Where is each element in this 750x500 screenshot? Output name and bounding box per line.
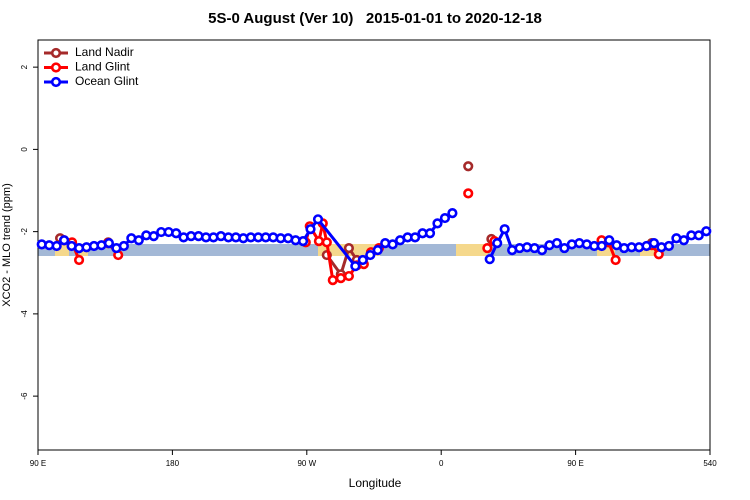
data-point bbox=[372, 245, 383, 256]
data-point bbox=[559, 242, 570, 254]
legend-label: Ocean Glint bbox=[75, 74, 139, 88]
data-point bbox=[312, 214, 324, 225]
data-point bbox=[51, 240, 62, 252]
data-point bbox=[432, 218, 443, 229]
data-point bbox=[357, 254, 368, 266]
data-point bbox=[678, 235, 689, 246]
y-tick-label: 0 bbox=[20, 147, 29, 152]
x-tick-label: 90 E bbox=[567, 459, 583, 468]
data-point bbox=[297, 235, 309, 247]
data-point bbox=[103, 238, 115, 249]
data-point bbox=[663, 240, 675, 252]
data-point bbox=[439, 212, 451, 224]
legend-marker bbox=[50, 62, 62, 73]
y-tick-label: 2 bbox=[20, 64, 29, 69]
data-point bbox=[604, 235, 615, 246]
data-point bbox=[365, 249, 376, 261]
y-tick-label: -4 bbox=[20, 310, 29, 318]
data-point bbox=[484, 254, 495, 265]
x-tick-label: 180 bbox=[166, 459, 180, 468]
data-point bbox=[59, 235, 70, 246]
data-point bbox=[610, 254, 621, 266]
y-tick-label: -6 bbox=[20, 392, 29, 400]
legend-label: Land Nadir bbox=[75, 45, 134, 59]
data-point bbox=[463, 161, 474, 172]
data-point bbox=[148, 231, 159, 242]
x-tick-label: 540 bbox=[703, 459, 717, 468]
data-point bbox=[118, 240, 129, 252]
data-point bbox=[133, 235, 144, 246]
legend-marker bbox=[50, 47, 62, 59]
data-point bbox=[648, 238, 660, 249]
data-point bbox=[313, 235, 324, 247]
data-point bbox=[343, 270, 355, 282]
data-point bbox=[305, 224, 316, 235]
data-point bbox=[73, 254, 85, 266]
data-point bbox=[499, 224, 510, 235]
data-point bbox=[321, 237, 332, 248]
legend-marker bbox=[50, 76, 62, 88]
data-point bbox=[536, 245, 548, 256]
data-point bbox=[463, 188, 474, 199]
data-point bbox=[701, 226, 712, 237]
data-point bbox=[350, 261, 361, 272]
x-tick-label: 90 E bbox=[30, 459, 46, 468]
chart-title: 5S-0 August (Ver 10) 2015-01-01 to 2020-… bbox=[208, 10, 542, 27]
data-point bbox=[409, 232, 421, 243]
data-point bbox=[387, 239, 398, 250]
x-tick-label: 0 bbox=[439, 459, 444, 468]
data-point bbox=[327, 275, 338, 286]
data-point bbox=[343, 242, 355, 254]
x-tick-label: 90 W bbox=[297, 459, 316, 468]
x-axis-label: Longitude bbox=[349, 476, 402, 490]
data-point bbox=[693, 230, 704, 241]
y-tick-label: -2 bbox=[20, 228, 29, 236]
data-point bbox=[482, 242, 493, 254]
land-band bbox=[456, 244, 488, 256]
legend-label: Land Glint bbox=[75, 60, 130, 74]
data-point bbox=[335, 273, 346, 284]
data-point bbox=[447, 208, 458, 219]
data-point bbox=[551, 238, 563, 249]
data-point bbox=[171, 228, 182, 239]
data-point bbox=[596, 240, 607, 252]
y-axis-label: XCO2 - MLO trend (ppm) bbox=[1, 183, 13, 306]
data-point bbox=[492, 238, 503, 249]
data-point bbox=[424, 228, 436, 239]
